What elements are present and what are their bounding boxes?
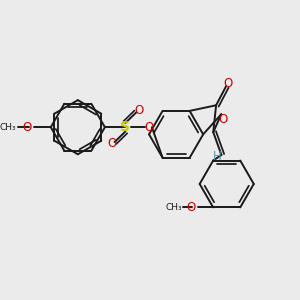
Text: O: O xyxy=(144,121,154,134)
Text: H: H xyxy=(213,151,222,164)
Text: O: O xyxy=(22,121,32,134)
Text: CH₃: CH₃ xyxy=(165,203,182,212)
Text: O: O xyxy=(186,201,195,214)
Text: O: O xyxy=(134,104,143,118)
Text: CH₃: CH₃ xyxy=(0,123,16,132)
Text: S: S xyxy=(120,120,130,134)
Text: O: O xyxy=(108,137,117,150)
Text: O: O xyxy=(224,77,232,90)
Text: O: O xyxy=(218,113,228,126)
